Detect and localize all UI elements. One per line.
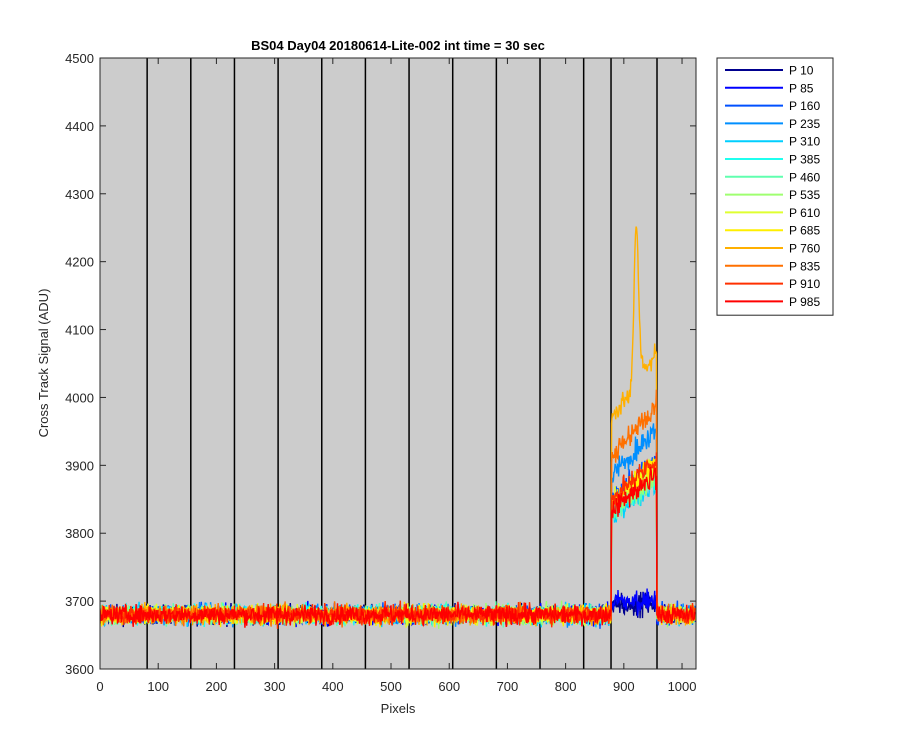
legend-label: P 85 bbox=[789, 81, 814, 95]
x-axis-label: Pixels bbox=[381, 701, 416, 716]
legend-label: P 10 bbox=[789, 64, 814, 78]
legend: P 10 P 85 P 160 P 235 P 310 P 385 P 460 P 535 P … bbox=[716, 57, 834, 316]
chart-title: BS04 Day04 20180614-Lite-002 int time = … bbox=[251, 38, 545, 53]
x-tick-label: 0 bbox=[96, 679, 103, 694]
y-tick-label: 3700 bbox=[65, 594, 94, 609]
x-tick-label: 300 bbox=[264, 679, 286, 694]
legend-label: P 235 bbox=[789, 117, 820, 131]
y-tick-label: 4400 bbox=[65, 119, 94, 134]
legend-label: P 835 bbox=[789, 259, 820, 273]
legend-label: P 460 bbox=[789, 170, 820, 184]
legend-label: P 535 bbox=[789, 188, 820, 202]
series-lines bbox=[100, 226, 696, 629]
y-tick-label: 4000 bbox=[65, 390, 94, 405]
y-tick-label: 4300 bbox=[65, 187, 94, 202]
x-tick-label: 200 bbox=[206, 679, 228, 694]
legend-label: P 985 bbox=[789, 295, 820, 309]
y-axis: 3600 3700 3800 3900 4000 4100 4200 4300 4400 4500 bbox=[65, 51, 696, 677]
series-line-p-985 bbox=[100, 466, 696, 628]
legend-label: P 760 bbox=[789, 242, 820, 256]
x-tick-label: 800 bbox=[555, 679, 577, 694]
x-tick-label: 600 bbox=[438, 679, 460, 694]
y-tick-label: 4100 bbox=[65, 323, 94, 338]
y-tick-label: 4500 bbox=[65, 51, 94, 66]
y-tick-label: 3900 bbox=[65, 458, 94, 473]
legend-box bbox=[716, 57, 834, 316]
x-tick-label: 1000 bbox=[668, 679, 697, 694]
legend-label: P 160 bbox=[789, 99, 820, 113]
y-axis-label: Cross Track Signal (ADU) bbox=[36, 289, 51, 438]
x-tick-label: 500 bbox=[380, 679, 402, 694]
x-axis: 0 100 200 300 400 500 600 700 800 900 1000 bbox=[96, 58, 696, 694]
y-tick-label: 4200 bbox=[65, 255, 94, 270]
legend-label: P 385 bbox=[789, 153, 820, 167]
legend-label: P 685 bbox=[789, 224, 820, 238]
legend-label: P 310 bbox=[789, 135, 820, 149]
plot-frame bbox=[99, 57, 697, 670]
x-tick-label: 400 bbox=[322, 679, 344, 694]
x-tick-label: 100 bbox=[147, 679, 169, 694]
legend-label: P 910 bbox=[789, 277, 820, 291]
vertical-lines bbox=[146, 58, 658, 669]
legend-label: P 610 bbox=[789, 206, 820, 220]
plot-area bbox=[100, 58, 696, 669]
y-tick-label: 3800 bbox=[65, 526, 94, 541]
y-tick-label: 3600 bbox=[65, 662, 94, 677]
x-tick-label: 700 bbox=[497, 679, 519, 694]
x-tick-label: 900 bbox=[613, 679, 635, 694]
